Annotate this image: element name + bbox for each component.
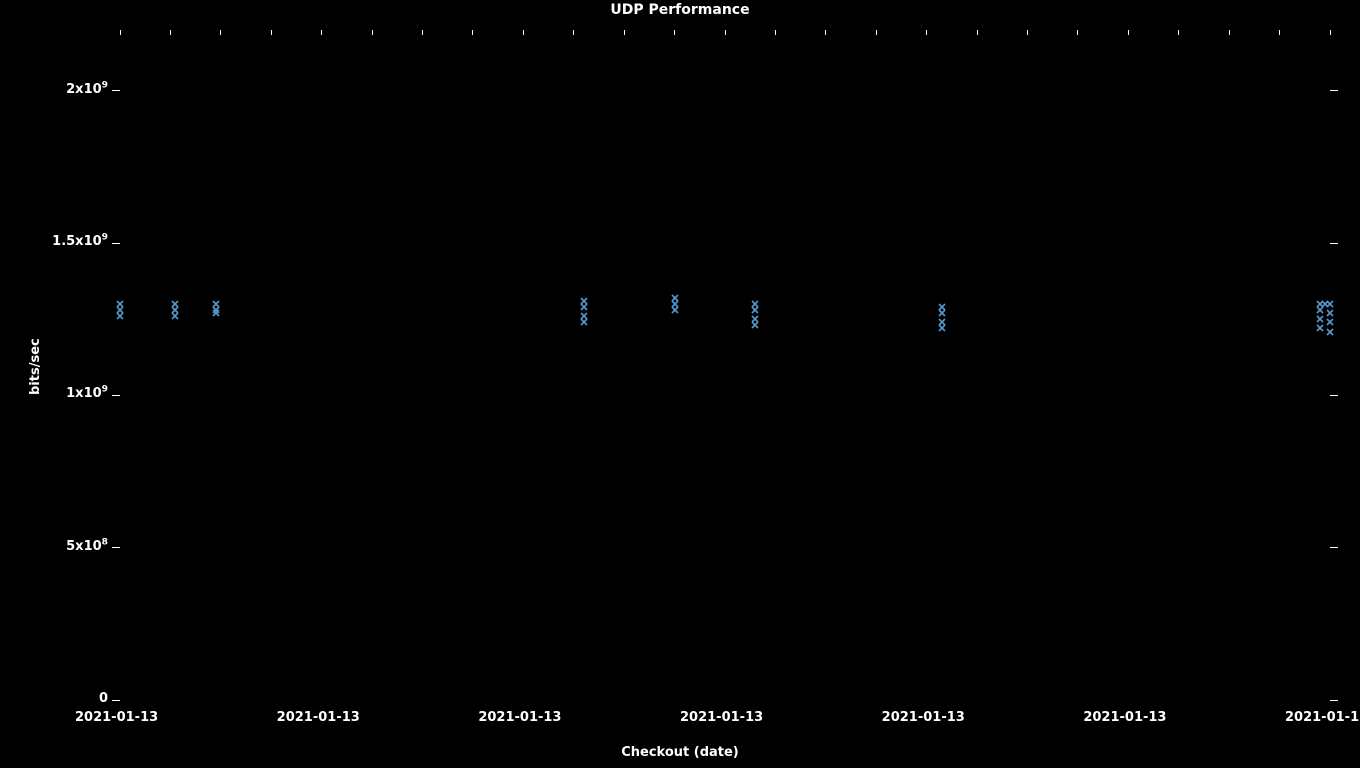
x-minor-tick — [825, 30, 826, 35]
data-point — [172, 301, 178, 307]
data-point — [939, 319, 945, 325]
data-point — [939, 310, 945, 316]
y-tick — [112, 243, 120, 244]
x-minor-tick — [1128, 30, 1129, 35]
x-minor-tick — [271, 30, 272, 35]
x-minor-tick — [321, 30, 322, 35]
data-point — [213, 310, 219, 316]
x-axis-label: Checkout (date) — [0, 745, 1360, 760]
data-point — [672, 301, 678, 307]
data-point — [1327, 329, 1333, 335]
data-point — [1327, 310, 1333, 316]
data-point — [581, 304, 587, 310]
data-point — [672, 295, 678, 301]
data-point — [172, 313, 178, 319]
x-minor-tick — [523, 30, 524, 35]
x-minor-tick — [725, 30, 726, 35]
y-tick — [1330, 395, 1338, 396]
data-point — [752, 322, 758, 328]
y-tick — [112, 395, 120, 396]
chart-title: UDP Performance — [0, 2, 1360, 18]
y-tick — [112, 700, 120, 701]
data-point — [1317, 325, 1323, 331]
x-minor-tick — [1027, 30, 1028, 35]
data-point — [172, 307, 178, 313]
x-minor-tick — [372, 30, 373, 35]
y-tick — [1330, 243, 1338, 244]
x-minor-tick — [472, 30, 473, 35]
x-minor-tick — [926, 30, 927, 35]
y-tick — [112, 547, 120, 548]
y-tick-label: 1x109 — [66, 386, 108, 401]
data-point — [117, 301, 123, 307]
data-point — [117, 307, 123, 313]
y-tick-label: 0 — [99, 691, 108, 706]
x-tick-label: 2021-01-13 — [75, 710, 175, 725]
y-axis-label: bits/sec — [28, 338, 43, 395]
data-point — [672, 307, 678, 313]
data-point — [581, 298, 587, 304]
data-point — [752, 316, 758, 322]
x-minor-tick — [775, 30, 776, 35]
data-point — [939, 304, 945, 310]
y-tick — [1330, 700, 1338, 701]
x-minor-tick — [977, 30, 978, 35]
x-minor-tick — [120, 30, 121, 35]
y-tick-label: 2x109 — [66, 82, 108, 97]
x-tick-label: 2021-01-13 — [1083, 710, 1183, 725]
y-tick-label: 1.5x109 — [52, 234, 108, 249]
data-point — [213, 301, 219, 307]
x-minor-tick — [1077, 30, 1078, 35]
data-point — [581, 313, 587, 319]
data-point — [117, 313, 123, 319]
x-minor-tick — [1178, 30, 1179, 35]
x-tick-label: 2021-01-1 — [1285, 710, 1360, 725]
data-point — [1327, 301, 1333, 307]
x-minor-tick — [1330, 30, 1331, 35]
y-tick-label: 5x108 — [66, 539, 108, 554]
x-minor-tick — [876, 30, 877, 35]
x-minor-tick — [573, 30, 574, 35]
x-minor-tick — [1279, 30, 1280, 35]
x-minor-tick — [422, 30, 423, 35]
udp-performance-chart: UDP Performance bits/sec Checkout (date)… — [0, 0, 1360, 768]
x-tick-label: 2021-01-13 — [882, 710, 982, 725]
data-point — [939, 325, 945, 331]
x-minor-tick — [170, 30, 171, 35]
x-minor-tick — [220, 30, 221, 35]
y-tick — [112, 90, 120, 91]
data-point — [1317, 316, 1323, 322]
x-tick-label: 2021-01-13 — [478, 710, 578, 725]
x-tick-label: 2021-01-13 — [277, 710, 377, 725]
x-minor-tick — [674, 30, 675, 35]
data-point — [1317, 307, 1323, 313]
data-point — [752, 307, 758, 313]
x-tick-label: 2021-01-13 — [680, 710, 780, 725]
y-tick — [1330, 547, 1338, 548]
data-point — [1327, 319, 1333, 325]
data-point — [752, 301, 758, 307]
y-tick — [1330, 90, 1338, 91]
data-point — [581, 319, 587, 325]
plot-area — [120, 30, 1330, 700]
x-minor-tick — [624, 30, 625, 35]
x-minor-tick — [1229, 30, 1230, 35]
